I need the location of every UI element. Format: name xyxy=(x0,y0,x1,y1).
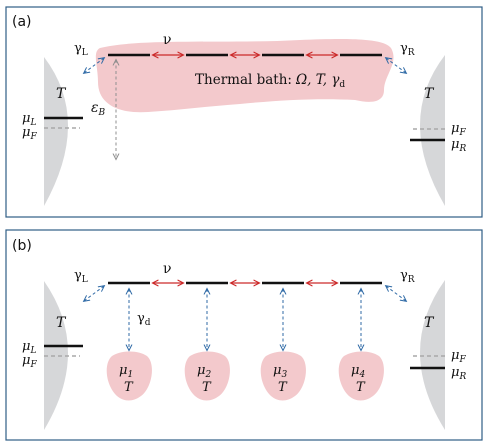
probe-bath-3: μ3 T xyxy=(260,351,306,401)
probe-bath-4: μ4 T xyxy=(338,351,384,401)
right-mu-label: μR xyxy=(451,365,466,382)
left-coupling-arrow xyxy=(84,286,104,301)
probe-bath-1: μ1 T xyxy=(106,351,152,401)
left-temperature-label: T xyxy=(56,86,67,102)
probe-mu-label: μ2 xyxy=(197,363,211,380)
probe-bath-shape xyxy=(184,351,230,401)
gamma-right-label: γR xyxy=(400,268,415,285)
probe-bath-2: μ2 T xyxy=(184,351,230,401)
probe-bath-shape xyxy=(260,351,306,401)
panel-b: (b) T μL μF T μF μR ν γL γR γ xyxy=(5,229,483,441)
panel-a-frame xyxy=(5,6,483,218)
left-coupling-arrow xyxy=(84,58,104,73)
probe-mu-label: μ3 xyxy=(273,363,287,380)
panel-b-frame xyxy=(5,229,483,441)
right-coupling-arrow xyxy=(386,58,406,73)
panel-b-label: (b) xyxy=(12,238,32,254)
probe-bath-shape xyxy=(338,351,384,401)
probe-temperature-label: T xyxy=(278,380,288,395)
right-temperature-label: T xyxy=(424,315,435,331)
right-mu-fermi-label: μF xyxy=(451,348,466,365)
gamma-right-label: γR xyxy=(400,41,415,58)
probe-mu-label: μ4 xyxy=(351,363,365,380)
panel-a: (a) T μL μF T μF μR Thermal bath: Ω, T, γ… xyxy=(5,6,483,218)
probe-mu-label: μ1 xyxy=(119,363,133,380)
probe-temperature-label: T xyxy=(124,380,134,395)
right-reservoir xyxy=(420,280,445,430)
right-reservoir xyxy=(420,55,445,206)
gamma-left-label: γL xyxy=(74,41,88,58)
right-mu-label: μR xyxy=(451,137,466,154)
right-temperature-label: T xyxy=(424,86,435,102)
gamma-d-label: γd xyxy=(137,311,151,328)
left-mu-fermi-label: μF xyxy=(22,353,37,370)
probe-temperature-label: T xyxy=(202,380,212,395)
probe-bath-shape xyxy=(106,351,152,401)
right-mu-fermi-label: μF xyxy=(451,121,466,138)
left-mu-fermi-label: μF xyxy=(22,125,37,142)
hopping-label: ν xyxy=(163,32,172,48)
left-reservoir xyxy=(44,281,68,430)
probe-temperature-label: T xyxy=(356,380,366,395)
epsilon-b-label: εB xyxy=(91,100,106,118)
gamma-left-label: γL xyxy=(74,268,88,285)
thermal-bath-label: Thermal bath: Ω, T, γd xyxy=(195,72,345,90)
left-reservoir xyxy=(44,57,68,206)
left-temperature-label: T xyxy=(56,315,67,331)
hopping-label: ν xyxy=(163,261,172,277)
right-coupling-arrow xyxy=(386,286,406,301)
left-mu-label: μL xyxy=(22,111,36,128)
left-mu-label: μL xyxy=(22,339,36,356)
panel-a-label: (a) xyxy=(12,14,32,30)
